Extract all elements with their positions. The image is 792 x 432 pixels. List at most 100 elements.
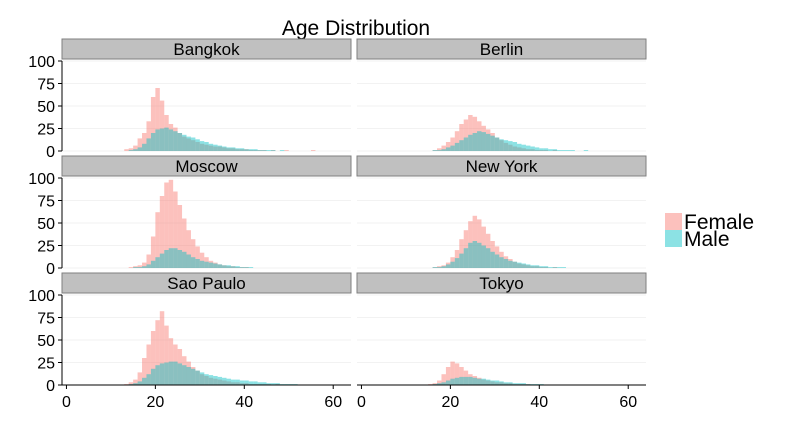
bar-male-bangkok (239, 148, 245, 151)
bar-male-berlin (543, 148, 549, 151)
y-tick-label: 0 (46, 378, 55, 395)
bar-male-new-york (477, 242, 482, 268)
bar-male-moscow (226, 265, 231, 268)
bar-male-bangkok (204, 142, 209, 151)
bar-male-sao-paulo (235, 379, 240, 385)
bar-female-bangkok (204, 144, 209, 151)
strip-bangkok (61, 38, 352, 60)
bar-male-berlin (508, 141, 513, 151)
legend-swatch-female (665, 213, 682, 230)
bar-female-tokyo (437, 380, 442, 385)
bar-female-sao-paulo (133, 379, 138, 385)
bar-male-sao-paulo (190, 368, 196, 385)
bar-male-bangkok (133, 149, 138, 151)
bar-female-sao-paulo (230, 382, 236, 385)
bar-male-moscow (150, 260, 156, 268)
legend-swatch-male (665, 230, 682, 247)
bar-female-bangkok (168, 124, 174, 151)
bar-female-new-york (463, 230, 469, 268)
bar-male-tokyo (468, 376, 473, 385)
bar-male-bangkok (279, 150, 285, 151)
bar-female-bangkok (146, 121, 151, 151)
facet-new-york: New York (356, 155, 647, 269)
bar-male-sao-paulo (159, 363, 165, 385)
bar-female-tokyo (463, 370, 469, 385)
bar-male-sao-paulo (275, 383, 280, 385)
bar-male-sao-paulo (173, 361, 178, 385)
bar-male-moscow (177, 250, 183, 268)
bar-male-bangkok (182, 134, 187, 151)
bar-female-bangkok (133, 145, 138, 151)
bar-female-sao-paulo (173, 344, 178, 385)
bar-male-sao-paulo (222, 377, 227, 385)
bar-male-new-york (539, 266, 544, 268)
bar-male-new-york (530, 265, 535, 268)
bar-male-tokyo (481, 378, 486, 385)
bar-female-berlin (485, 129, 491, 151)
bar-male-bangkok (235, 148, 240, 151)
bar-female-bangkok (208, 145, 214, 151)
bar-female-berlin (454, 131, 460, 151)
bar-female-moscow (190, 239, 196, 268)
bar-male-moscow (213, 263, 218, 268)
bar-male-berlin (548, 149, 553, 151)
bar-male-tokyo (503, 382, 509, 385)
bar-female-bangkok (128, 148, 134, 151)
bar-male-bangkok (173, 131, 178, 151)
bar-male-new-york (534, 265, 540, 268)
bar-female-new-york (512, 261, 518, 268)
bar-female-new-york (459, 239, 464, 268)
bar-female-tokyo (508, 383, 513, 385)
bar-male-bangkok (262, 150, 267, 151)
bar-male-bangkok (244, 149, 249, 151)
bar-female-new-york (454, 250, 460, 268)
facet-tokyo: Tokyo 0 20 40 60 (356, 272, 647, 411)
bar-male-tokyo (437, 383, 442, 385)
bar-female-sao-paulo (217, 379, 223, 385)
y-tick-label: 25 (37, 356, 55, 373)
bar-female-moscow (213, 262, 218, 268)
x-tick-label: 20 (146, 394, 164, 411)
bar-male-moscow (208, 262, 214, 268)
bar-female-new-york (432, 267, 438, 268)
bar-female-bangkok (270, 150, 276, 151)
bar-female-moscow (137, 265, 143, 268)
bar-male-new-york (432, 267, 438, 268)
bar-male-sao-paulo (146, 374, 151, 385)
bar-female-moscow (159, 196, 165, 268)
bar-female-tokyo (445, 367, 451, 385)
bar-male-moscow (204, 261, 209, 268)
bar-male-new-york (552, 267, 558, 268)
x-tick-label: 40 (235, 394, 253, 411)
bar-female-sao-paulo (164, 325, 169, 385)
bar-female-new-york (521, 264, 526, 268)
bar-male-sao-paulo (142, 377, 147, 385)
bar-female-sao-paulo (213, 378, 218, 385)
bar-female-sao-paulo (195, 370, 200, 385)
bar-male-tokyo (512, 383, 518, 385)
strip-new-york (356, 155, 647, 177)
bar-male-sao-paulo (168, 361, 174, 385)
bar-male-moscow (222, 265, 227, 268)
bar-female-berlin (512, 146, 518, 151)
bar-female-bangkok (262, 150, 267, 151)
bar-male-berlin (437, 150, 442, 151)
bar-female-new-york (503, 256, 509, 268)
bar-female-berlin (472, 116, 478, 151)
bar-female-tokyo (472, 376, 478, 385)
bar-male-moscow (199, 260, 205, 268)
bar-male-new-york (512, 261, 518, 268)
bar-male-moscow (142, 266, 147, 268)
bar-female-new-york (468, 221, 473, 268)
bar-male-bangkok (150, 133, 156, 151)
bar-female-berlin (481, 125, 486, 151)
bar-male-bangkok (159, 128, 165, 151)
bar-female-berlin (468, 115, 473, 151)
bar-male-bangkok (190, 137, 196, 151)
bar-female-bangkok (248, 150, 254, 151)
bar-male-bangkok (226, 147, 231, 151)
bar-female-new-york (543, 267, 549, 268)
bar-female-tokyo (454, 363, 460, 385)
